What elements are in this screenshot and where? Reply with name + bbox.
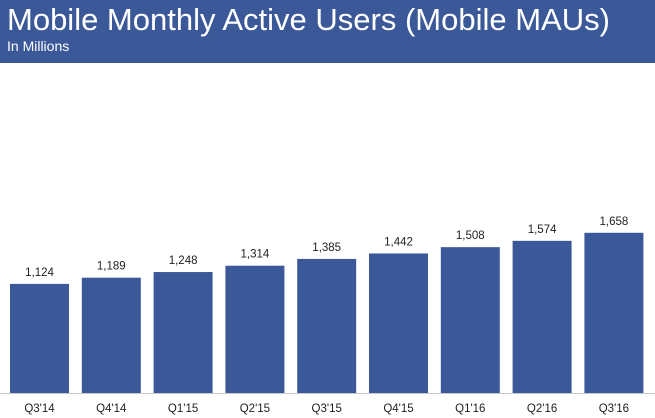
data-label-Q4'15: 1,442 <box>384 236 413 248</box>
bar-Q3'14 <box>10 283 69 393</box>
data-label-Q1'15: 1,248 <box>169 255 198 267</box>
bar-Q2'16 <box>512 240 572 393</box>
x-tick-label-Q3'16: Q3'16 <box>599 403 629 415</box>
x-tick-label-Q1'16: Q1'16 <box>455 403 485 415</box>
bar-Q2'15 <box>225 265 285 393</box>
data-label-Q1'16: 1,508 <box>456 230 485 242</box>
chart-title: Mobile Monthly Active Users (Mobile MAUs… <box>7 2 610 37</box>
bar-Q1'15 <box>153 272 213 393</box>
bar-Q1'16 <box>440 247 500 393</box>
bar-Q4'14 <box>81 277 141 393</box>
data-label-Q3'14: 1,124 <box>25 267 54 279</box>
data-label-Q4'14: 1,189 <box>97 261 126 273</box>
bar-Q3'16 <box>584 232 644 393</box>
x-tick-label-Q4'15: Q4'15 <box>383 403 413 415</box>
data-label-Q2'15: 1,314 <box>241 249 270 261</box>
data-label-Q2'16: 1,574 <box>528 224 557 236</box>
x-tick-label-Q1'15: Q1'15 <box>168 403 198 415</box>
x-tick-label-Q3'14: Q3'14 <box>24 403 55 415</box>
bar-Q4'15 <box>369 253 428 393</box>
bar-Q3'15 <box>297 258 357 393</box>
x-tick-label-Q2'15: Q2'15 <box>240 403 270 415</box>
chart-subtitle: In Millions <box>7 38 70 54</box>
x-tick-label-Q3'15: Q3'15 <box>312 403 342 415</box>
x-tick-label-Q4'14: Q4'14 <box>96 403 127 415</box>
data-label-Q3'16: 1,658 <box>600 216 629 228</box>
data-label-Q3'15: 1,385 <box>312 242 341 254</box>
x-tick-label-Q2'16: Q2'16 <box>527 403 557 415</box>
chart-header: Mobile Monthly Active Users (Mobile MAUs… <box>0 0 655 63</box>
